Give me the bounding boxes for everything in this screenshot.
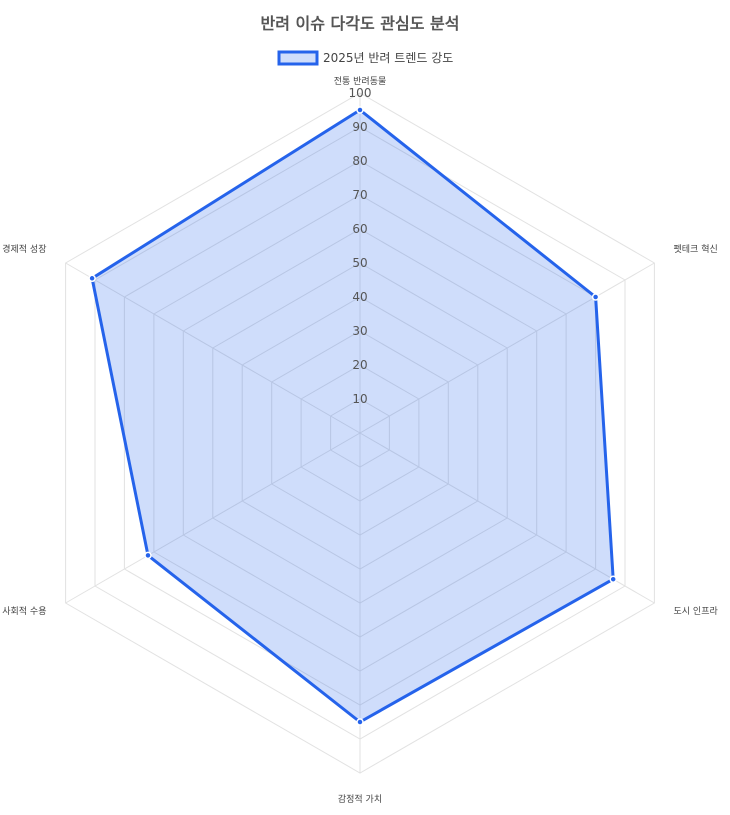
tick-label: 80 (352, 154, 367, 168)
series-layer (88, 106, 617, 726)
axis-spoke (65, 262, 361, 434)
legend-swatch (277, 50, 319, 66)
data-point[interactable] (144, 551, 152, 560)
chart-title: 반려 이슈 다각도 관심도 분석 (261, 14, 460, 33)
tick-label: 100 (349, 86, 372, 100)
data-point[interactable] (356, 106, 364, 114)
tick-label: 30 (352, 324, 367, 338)
tick-label: 90 (352, 120, 367, 134)
axis-label: 펫테크 혁신 (674, 244, 718, 255)
tick-label: 10 (352, 392, 367, 406)
tick-label: 70 (352, 188, 367, 202)
tick-label: 40 (352, 290, 367, 304)
axis-label: 감정적 가치 (338, 793, 382, 805)
tick-label: 50 (352, 256, 367, 270)
axis-label: 전통 반려동물 (334, 76, 387, 87)
axis-spoke (359, 262, 655, 434)
radial-tick-labels: 10 20 30 40 50 60 70 80 90 100 (349, 86, 372, 406)
tick-label: 60 (352, 222, 367, 236)
axis-label: 경제적 성장 (2, 243, 46, 255)
tick-label: 20 (352, 358, 367, 372)
data-point[interactable] (609, 575, 617, 583)
data-point[interactable] (591, 293, 600, 301)
axis-label: 도시 인프라 (674, 606, 719, 617)
data-point[interactable] (88, 274, 96, 283)
legend[interactable]: 2025년 반려 트렌드 강도 (277, 50, 453, 66)
axis-spoke (65, 432, 361, 604)
legend-label: 2025년 반려 트렌드 강도 (323, 51, 453, 65)
data-point[interactable] (356, 718, 364, 726)
axis-spokes (65, 93, 655, 773)
axis-label: 사회적 수용 (2, 605, 46, 617)
axis-spoke (359, 432, 655, 604)
